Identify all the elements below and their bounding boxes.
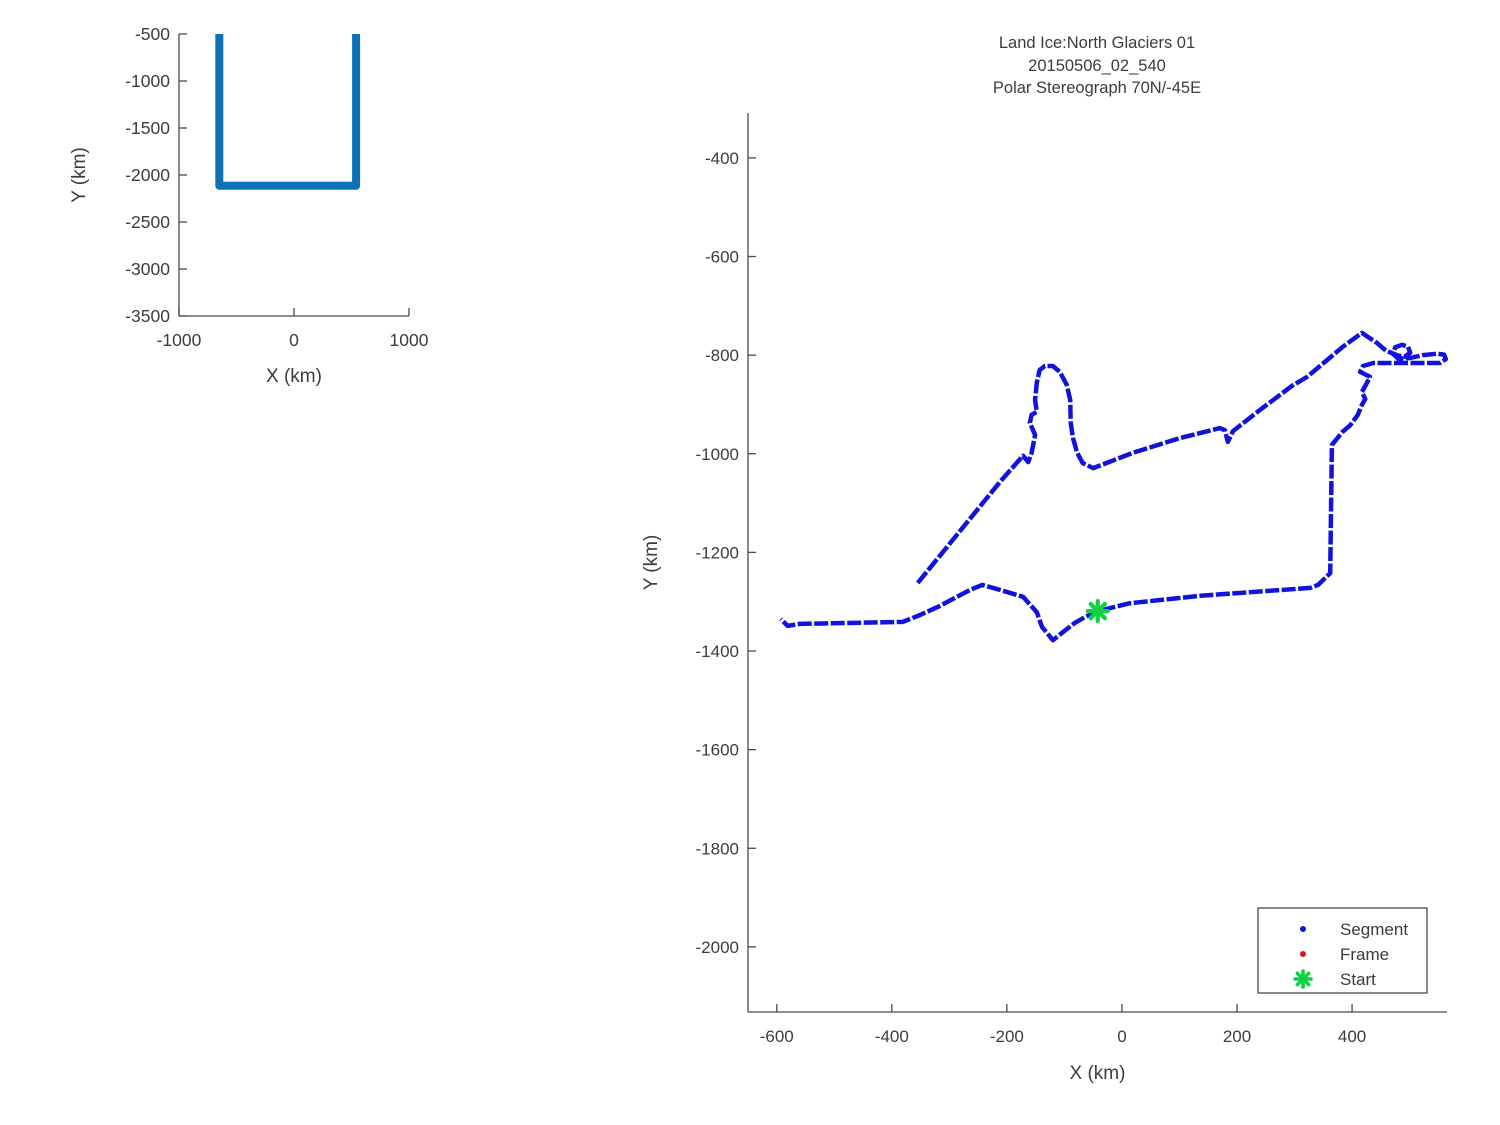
detail-plot: -600 -400 -200 0 200 400-400-600-800-1000-120…	[641, 34, 1449, 1084]
legend-segment-dot-icon	[1300, 926, 1306, 932]
x-tick-label: -600	[760, 1027, 794, 1046]
plot-title-line: Polar Stereograph 70N/-45E	[993, 79, 1201, 97]
y-tick-label: -3000	[125, 259, 170, 279]
legend-item-frame: Frame	[1300, 945, 1389, 964]
x-axis-label: X (km)	[266, 366, 322, 387]
legend-item-segment: Segment	[1300, 920, 1408, 939]
segment-track-path	[779, 330, 1449, 643]
y-tick-label: -1000	[696, 445, 739, 464]
plot-title-line: Land Ice:North Glaciers 01	[999, 34, 1195, 52]
y-axis-label: Y (km)	[69, 147, 90, 203]
y-tick-label: -3500	[125, 306, 170, 326]
x-axis-label: X (km)	[1070, 1063, 1126, 1084]
x-tick-label: -1000	[157, 330, 202, 350]
x-tick-label: 1000	[390, 330, 429, 350]
legend-start-star-icon	[1293, 969, 1313, 989]
y-tick-label: -500	[135, 24, 170, 44]
overview-plot: -1000 0 1000-500-1000-1500-2000-2500-3000-…	[69, 24, 429, 387]
y-tick-label: -1500	[125, 118, 170, 138]
start-marker	[1085, 598, 1110, 624]
y-tick-label: -1800	[696, 839, 739, 858]
x-tick-label: -400	[875, 1027, 909, 1046]
y-tick-label: -1400	[696, 642, 739, 661]
x-tick-label: 200	[1223, 1027, 1251, 1046]
y-axis-label: Y (km)	[641, 535, 662, 591]
y-axis: -400 -600 -800 -1000 -1200 -1400 -1600 -1800 -20…	[696, 149, 756, 957]
y-tick-label: -2000	[125, 165, 170, 185]
x-tick-label: 0	[1117, 1027, 1126, 1046]
x-tick-label: 0	[289, 330, 299, 350]
y-tick-label: -1200	[696, 543, 739, 562]
y-tick-label: -1000	[125, 71, 170, 91]
x-tick-label: 400	[1338, 1027, 1366, 1046]
legend-frame-dot-icon	[1300, 951, 1306, 957]
legend-label: Frame	[1340, 945, 1389, 964]
y-tick-label: -600	[705, 248, 739, 267]
legend-item-start: Start	[1293, 969, 1376, 989]
x-axis: -1000 0 1000	[157, 308, 429, 350]
legend-label: Segment	[1340, 920, 1408, 939]
y-axis: -500 -1000 -1500 -2000 -2500 -3000 -3500	[125, 24, 187, 326]
axes-spines	[747, 113, 1447, 1013]
axes-spines	[178, 34, 409, 317]
y-tick-label: -1600	[696, 741, 739, 760]
x-tick-label: -200	[990, 1027, 1024, 1046]
legend-label: Start	[1340, 970, 1376, 989]
y-tick-label: -2500	[125, 212, 170, 232]
x-axis: -600 -400 -200 0 200 400	[760, 1004, 1366, 1046]
plot-title-line: 20150506_02_540	[1028, 57, 1166, 75]
y-tick-label: -400	[705, 149, 739, 168]
flight-track-overview-track-path	[215, 34, 361, 190]
y-tick-label: -800	[705, 346, 739, 365]
y-tick-label: -2000	[696, 938, 739, 957]
legend: Segment Frame Start	[1257, 907, 1428, 994]
